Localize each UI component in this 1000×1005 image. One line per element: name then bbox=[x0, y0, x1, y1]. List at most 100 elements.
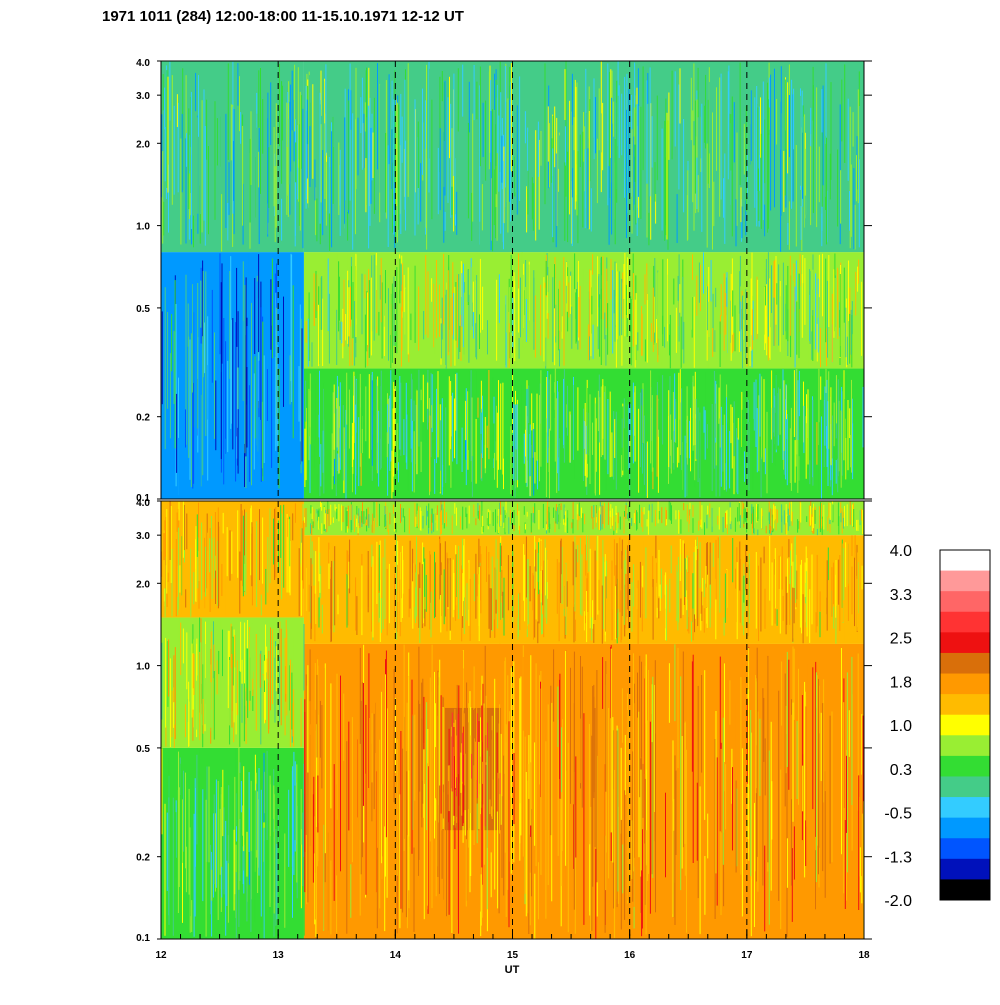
heatmap-streak bbox=[468, 370, 470, 451]
heatmap-streak bbox=[717, 515, 719, 525]
heatmap-streak bbox=[314, 383, 316, 443]
heatmap-streak bbox=[307, 505, 309, 518]
heatmap-streak bbox=[795, 145, 797, 247]
heatmap-streak bbox=[826, 280, 828, 358]
heatmap-streak bbox=[682, 540, 684, 615]
heatmap-streak bbox=[192, 381, 194, 489]
heatmap-streak bbox=[724, 153, 726, 244]
heatmap-streak bbox=[614, 512, 616, 534]
heatmap-streak bbox=[199, 525, 200, 612]
heatmap-streak bbox=[347, 505, 349, 529]
heatmap-streak bbox=[613, 101, 615, 137]
heatmap-streak bbox=[298, 158, 300, 202]
heatmap-streak bbox=[755, 675, 756, 872]
heatmap-streak bbox=[462, 714, 464, 751]
heatmap-streak bbox=[248, 772, 250, 852]
heatmap-streak bbox=[561, 792, 563, 886]
heatmap-streak bbox=[464, 749, 466, 811]
heatmap-streak bbox=[601, 505, 603, 530]
heatmap-streak bbox=[692, 654, 694, 863]
heatmap-streak bbox=[529, 434, 531, 497]
heatmap-streak bbox=[746, 511, 748, 533]
heatmap-streak bbox=[661, 128, 663, 231]
heatmap-streak bbox=[815, 672, 817, 883]
heatmap-streak bbox=[646, 441, 648, 498]
heatmap-streak bbox=[210, 103, 211, 177]
heatmap-streak bbox=[634, 509, 636, 525]
heatmap-streak bbox=[669, 376, 671, 469]
heatmap-streak bbox=[547, 371, 549, 463]
heatmap-streak bbox=[185, 704, 186, 738]
colorbar-label: 0.3 bbox=[890, 762, 912, 779]
heatmap-streak bbox=[214, 332, 215, 439]
heatmap-streak bbox=[503, 146, 505, 224]
heatmap-streak bbox=[593, 684, 595, 798]
heatmap-streak bbox=[480, 554, 482, 614]
heatmap-streak bbox=[623, 512, 625, 534]
heatmap-streak bbox=[679, 539, 681, 581]
heatmap-streak bbox=[787, 515, 789, 523]
heatmap-streak bbox=[414, 99, 416, 236]
heatmap-streak bbox=[457, 68, 459, 132]
heatmap-streak bbox=[399, 72, 400, 129]
heatmap-streak bbox=[577, 282, 579, 350]
heatmap-streak bbox=[298, 366, 300, 422]
heatmap-streak bbox=[533, 429, 535, 496]
heatmap-streak bbox=[215, 813, 216, 892]
heatmap-streak bbox=[181, 767, 183, 863]
heatmap-streak bbox=[301, 528, 303, 581]
heatmap-streak bbox=[288, 789, 290, 867]
heatmap-streak bbox=[431, 508, 433, 523]
heatmap-streak bbox=[204, 322, 205, 374]
heatmap-streak bbox=[525, 536, 527, 598]
heatmap-streak bbox=[315, 551, 317, 624]
heatmap-streak bbox=[482, 526, 484, 533]
heatmap-streak bbox=[695, 514, 697, 524]
heatmap-streak bbox=[692, 608, 694, 641]
heatmap-streak bbox=[224, 551, 226, 615]
heatmap-streak bbox=[450, 436, 452, 488]
heatmap-streak bbox=[368, 653, 370, 788]
heatmap-streak bbox=[242, 125, 244, 226]
heatmap-streak bbox=[336, 875, 338, 933]
heatmap-streak bbox=[455, 282, 457, 343]
heatmap-streak bbox=[856, 519, 858, 531]
heatmap-streak bbox=[190, 333, 192, 487]
heatmap-streak bbox=[378, 311, 380, 336]
heatmap-streak bbox=[192, 282, 194, 383]
heatmap-streak bbox=[556, 398, 558, 493]
heatmap-streak bbox=[764, 448, 766, 475]
heatmap-streak bbox=[547, 266, 549, 293]
heatmap-streak bbox=[304, 699, 306, 852]
heatmap-streak bbox=[570, 618, 572, 642]
heatmap-streak bbox=[704, 522, 705, 535]
heatmap-streak bbox=[752, 511, 754, 529]
heatmap-streak bbox=[818, 678, 819, 875]
heatmap-streak bbox=[305, 407, 307, 481]
heatmap-streak bbox=[664, 575, 666, 595]
heatmap-streak bbox=[182, 628, 184, 664]
heatmap-streak bbox=[678, 84, 680, 190]
heatmap-streak bbox=[588, 111, 590, 230]
heatmap-streak bbox=[701, 505, 703, 529]
heatmap-streak bbox=[500, 545, 502, 566]
heatmap-streak bbox=[788, 201, 790, 250]
heatmap-streak bbox=[525, 523, 526, 530]
heatmap-streak bbox=[250, 508, 252, 576]
heatmap-streak bbox=[484, 417, 486, 469]
heatmap-streak bbox=[242, 805, 244, 836]
heatmap-streak bbox=[554, 278, 556, 366]
heatmap-streak bbox=[733, 102, 735, 163]
heatmap-streak bbox=[644, 274, 646, 305]
heatmap-streak bbox=[684, 721, 686, 876]
heatmap-streak bbox=[549, 428, 550, 492]
heatmap-streak bbox=[315, 136, 317, 188]
heatmap-streak bbox=[531, 393, 533, 431]
heatmap-streak bbox=[552, 277, 554, 363]
heatmap-streak bbox=[320, 565, 322, 599]
heatmap-streak bbox=[221, 866, 223, 898]
heatmap-streak bbox=[758, 565, 759, 642]
heatmap-streak bbox=[761, 65, 763, 170]
heatmap-streak bbox=[774, 506, 775, 521]
heatmap-streak bbox=[350, 520, 352, 533]
